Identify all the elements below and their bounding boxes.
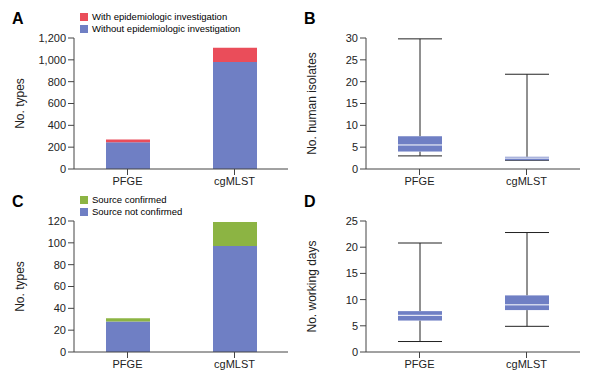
- svg-text:PFGE: PFGE: [405, 175, 435, 187]
- html-text:C: C: [12, 193, 24, 210]
- svg-text:25: 25: [346, 215, 358, 227]
- svg-text:No. human isolates: No. human isolates: [305, 52, 319, 155]
- svg-text:80: 80: [54, 259, 66, 271]
- svg-text:cgMLST: cgMLST: [214, 175, 255, 187]
- svg-text:100: 100: [48, 237, 66, 249]
- svg-text:800: 800: [48, 76, 66, 88]
- svg-text:0: 0: [60, 163, 66, 175]
- svg-text:5: 5: [352, 320, 358, 332]
- svg-text:1,000: 1,000: [38, 54, 66, 66]
- svg-text:60: 60: [54, 280, 66, 292]
- svg-text:20: 20: [346, 76, 358, 88]
- svg-text:120: 120: [48, 215, 66, 227]
- svg-text:No. types: No. types: [13, 78, 27, 129]
- svg-text:0: 0: [60, 346, 66, 358]
- svg-text:10: 10: [346, 294, 358, 306]
- svg-text:0: 0: [352, 346, 358, 358]
- svg-text:PFGE: PFGE: [113, 175, 143, 187]
- html-text:D: D: [304, 193, 316, 210]
- html-text:Source not confirmed: Source not confirmed: [92, 206, 183, 217]
- svg-text:10: 10: [346, 119, 358, 131]
- html-text:Source confirmed: Source confirmed: [92, 194, 167, 205]
- svg-text:PFGE: PFGE: [113, 358, 143, 370]
- svg-text:0: 0: [352, 163, 358, 175]
- html-text:A: A: [12, 10, 24, 27]
- svg-text:25: 25: [346, 54, 358, 66]
- svg-text:1,200: 1,200: [38, 32, 66, 44]
- svg-text:cgMLST: cgMLST: [506, 175, 547, 187]
- svg-text:15: 15: [346, 97, 358, 109]
- svg-text:15: 15: [346, 267, 358, 279]
- svg-text:20: 20: [346, 241, 358, 253]
- svg-text:30: 30: [346, 32, 358, 44]
- svg-text:400: 400: [48, 119, 66, 131]
- svg-text:cgMLST: cgMLST: [214, 358, 255, 370]
- svg-text:5: 5: [352, 141, 358, 153]
- svg-text:20: 20: [54, 324, 66, 336]
- svg-text:cgMLST: cgMLST: [506, 358, 547, 370]
- svg-text:600: 600: [48, 97, 66, 109]
- html-text:B: B: [304, 10, 316, 27]
- svg-text:No. types: No. types: [13, 261, 27, 312]
- html-text:Without epidemiologic investig: Without epidemiologic investigation: [92, 23, 241, 34]
- svg-text:No. working days: No. working days: [305, 240, 319, 332]
- svg-text:PFGE: PFGE: [405, 358, 435, 370]
- svg-text:40: 40: [54, 302, 66, 314]
- svg-text:200: 200: [48, 141, 66, 153]
- html-text:With epidemiologic investigati: With epidemiologic investigation: [92, 11, 228, 22]
